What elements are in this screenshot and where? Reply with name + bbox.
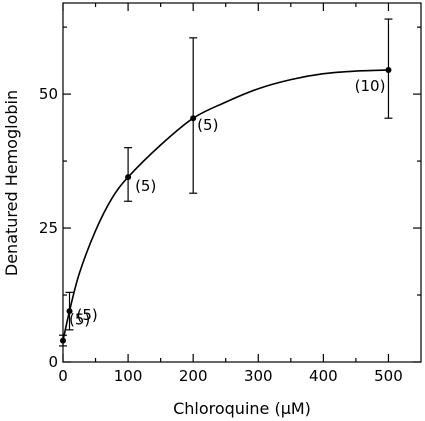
error-bars [59, 18, 393, 347]
point-label: (5) [197, 116, 218, 134]
point-labels: (5)(5)(5)(5)(10) [69, 77, 385, 329]
data-point [60, 337, 66, 344]
x-tick-label: 0 [58, 367, 68, 385]
data-point [190, 115, 197, 122]
y-tick-label: 25 [39, 219, 58, 237]
x-tick-label: 300 [244, 367, 273, 385]
x-tick-label: 200 [179, 367, 208, 385]
y-tick-label: 0 [48, 353, 58, 371]
x-tick-label: 100 [114, 367, 143, 385]
data-point [66, 308, 73, 315]
tick-labels: 0 100 200 300 400 500 0 25 50 [39, 85, 403, 385]
x-axis-title: Chloroquine (µM) [173, 399, 311, 418]
axis-ticks [62, 3, 421, 363]
plot-frame [62, 2, 422, 363]
point-label: (5) [135, 177, 156, 195]
point-label: (5) [77, 306, 98, 324]
data-point [385, 66, 392, 73]
fit-curve [62, 69, 389, 341]
data-point [125, 174, 132, 181]
point-label: (10) [355, 77, 386, 95]
x-tick-label: 500 [374, 367, 403, 385]
y-axis-title: Denatured Hemoglobin [2, 90, 21, 276]
y-tick-label: 50 [39, 85, 58, 103]
data-points [60, 66, 392, 344]
x-tick-label: 400 [309, 367, 338, 385]
point-label: (5) [69, 311, 90, 329]
